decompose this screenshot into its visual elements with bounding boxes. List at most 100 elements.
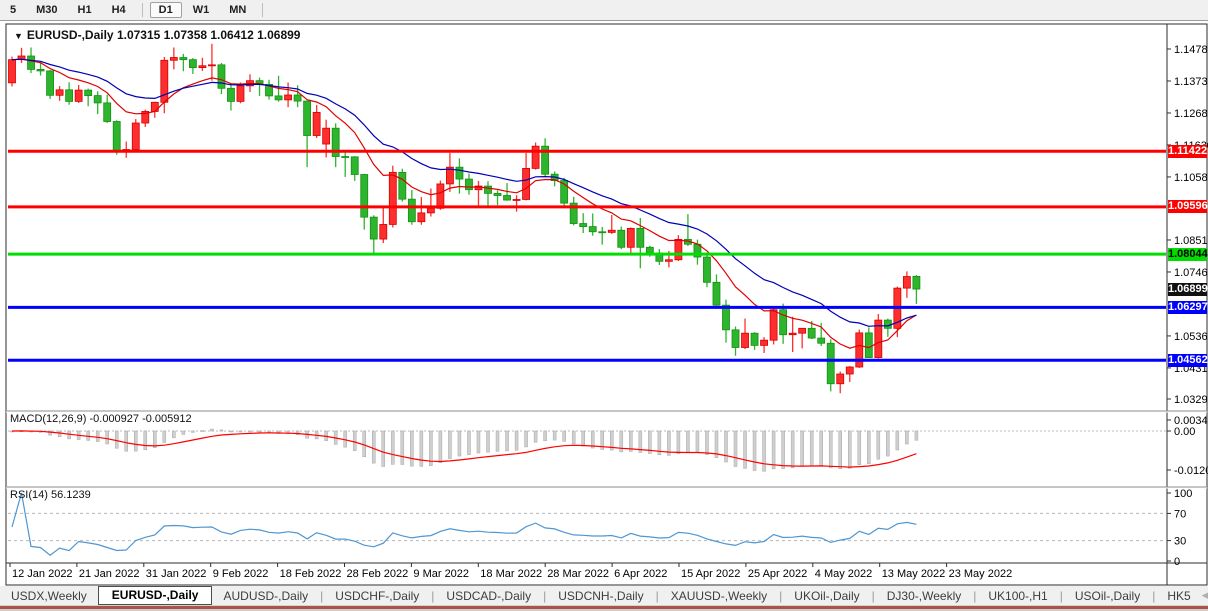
macd-histogram-bar: [781, 430, 785, 469]
macd-histogram-bar: [295, 430, 300, 435]
macd-histogram-bar: [648, 430, 652, 454]
candle-body: [569, 202, 578, 224]
candle-body: [817, 337, 826, 344]
price-tick-label: 1.11630: [1174, 140, 1208, 152]
timeframe-mn-button[interactable]: MN: [220, 2, 255, 18]
macd-histogram-bar: [676, 430, 681, 455]
macd-histogram-bar: [391, 430, 395, 465]
macd-histogram-bar: [219, 429, 224, 432]
chart-window-border: [5, 23, 1208, 586]
tab-separator: |: [973, 588, 977, 603]
tab-eurusd-daily[interactable]: EURUSD-,Daily: [97, 586, 213, 605]
macd-histogram-bar: [181, 430, 186, 435]
timeframe-toolbar: 5 M30 H1 H4 D1 W1 MN: [0, 0, 1208, 21]
candle-body: [312, 111, 321, 136]
candle-body: [379, 224, 388, 240]
candle-body: [198, 65, 207, 68]
candle-body: [46, 70, 54, 96]
timeframe-d1-button[interactable]: D1: [149, 2, 182, 18]
macd-tick-label: 0.00: [1174, 426, 1195, 438]
tab-separator: |: [779, 588, 783, 603]
macd-histogram-bar: [848, 430, 852, 469]
macd-histogram-bar: [67, 430, 71, 440]
macd-histogram-bar: [457, 430, 462, 457]
macd-histogram-bar: [695, 430, 700, 453]
candle-body: [417, 212, 426, 223]
candle-body: [712, 281, 721, 306]
tab-usdcnh-daily[interactable]: USDCNH-,Daily: [558, 588, 644, 603]
candle-body: [388, 171, 397, 225]
tab-usdx-weekly[interactable]: USDX,Weekly: [11, 588, 87, 603]
candle-body: [522, 168, 530, 200]
candle-body: [626, 228, 635, 248]
macd-histogram-bar: [495, 430, 500, 452]
candle-body: [208, 64, 216, 67]
tab-ukoil-daily[interactable]: UKOil-,Daily: [794, 588, 860, 603]
macd-histogram-bar: [533, 430, 538, 443]
tab-usdcad-daily[interactable]: USDCAD-,Daily: [446, 588, 532, 603]
toolbar-separator: [262, 3, 264, 17]
macd-histogram-bar: [638, 430, 643, 453]
macd-histogram-bar: [476, 430, 481, 454]
macd-label: MACD(12,26,9) -0.000927 -0.005912: [10, 413, 192, 425]
macd-histogram-bar: [571, 430, 576, 445]
candle-body: [531, 145, 540, 169]
candle-body: [27, 55, 35, 70]
time-tick-label: 9 Mar 2022: [413, 568, 469, 580]
candle-body: [360, 174, 369, 218]
candle-body: [141, 111, 150, 124]
macd-histogram-bar: [543, 430, 547, 442]
candle-body: [150, 101, 159, 112]
candle-body: [236, 85, 245, 102]
macd-histogram-bar: [248, 430, 252, 433]
tab-uk100-h1[interactable]: UK100-,H1: [988, 588, 1048, 603]
tab-audusd-daily[interactable]: AUDUSD-,Daily: [223, 588, 309, 603]
candle-body: [836, 373, 845, 385]
tab-xauusd-weekly[interactable]: XAUUSD-,Weekly: [670, 588, 768, 603]
candle-body: [645, 246, 654, 254]
macd-histogram-bar: [629, 430, 633, 452]
candle-body: [722, 304, 730, 331]
tab-usdchf-daily[interactable]: USDCHF-,Daily: [335, 588, 420, 603]
macd-histogram-bar: [400, 430, 405, 465]
candle-body: [74, 89, 83, 102]
tab-scroll-left-icon[interactable]: ◀: [1201, 590, 1208, 600]
time-tick-label: 9 Feb 2022: [213, 568, 269, 580]
macd-histogram-bar: [809, 430, 814, 466]
candle-body: [503, 195, 511, 201]
timeframe-h4-button[interactable]: H4: [103, 2, 135, 18]
candle-body: [465, 178, 473, 191]
macd-histogram-bar: [914, 430, 919, 441]
candle-body: [446, 166, 454, 185]
timeframe-m5-button[interactable]: 5: [1, 2, 25, 18]
ma-fast-line: [11, 58, 917, 349]
candle-body: [179, 57, 188, 61]
tab-hk50[interactable]: HK5: [1167, 588, 1191, 603]
toolbar-separator: [141, 3, 143, 17]
time-tick-label: 18 Mar 2022: [480, 568, 542, 580]
timeframe-h1-button[interactable]: H1: [69, 2, 101, 18]
timeframe-m30-button[interactable]: M30: [27, 2, 66, 18]
candle-body: [407, 198, 416, 223]
macd-histogram-bar: [724, 430, 728, 463]
timeframe-w1-button[interactable]: W1: [184, 2, 219, 18]
macd-histogram-bar: [590, 430, 595, 449]
macd-histogram-bar: [800, 430, 804, 467]
chart-symbol: EURUSD-,Daily: [26, 28, 114, 42]
collapse-icon[interactable]: ▼: [14, 31, 23, 41]
rsi-line: [11, 492, 917, 556]
tab-dj30-weekly[interactable]: DJ30-,Weekly: [886, 588, 962, 603]
candle-body: [455, 166, 464, 180]
price-tick-label: 1.07460: [1174, 267, 1208, 279]
macd-histogram-bar: [257, 430, 262, 433]
tab-usoil-daily[interactable]: USOil-,Daily: [1074, 588, 1141, 603]
rsi-label: RSI(14) 56.1239: [10, 489, 91, 501]
candle-body: [512, 199, 521, 201]
time-tick-label: 25 Apr 2022: [748, 568, 807, 580]
time-tick-label: 15 Apr 2022: [681, 568, 740, 580]
macd-histogram-bar: [905, 430, 909, 445]
candle-body: [807, 327, 816, 339]
candle-body: [788, 332, 797, 336]
